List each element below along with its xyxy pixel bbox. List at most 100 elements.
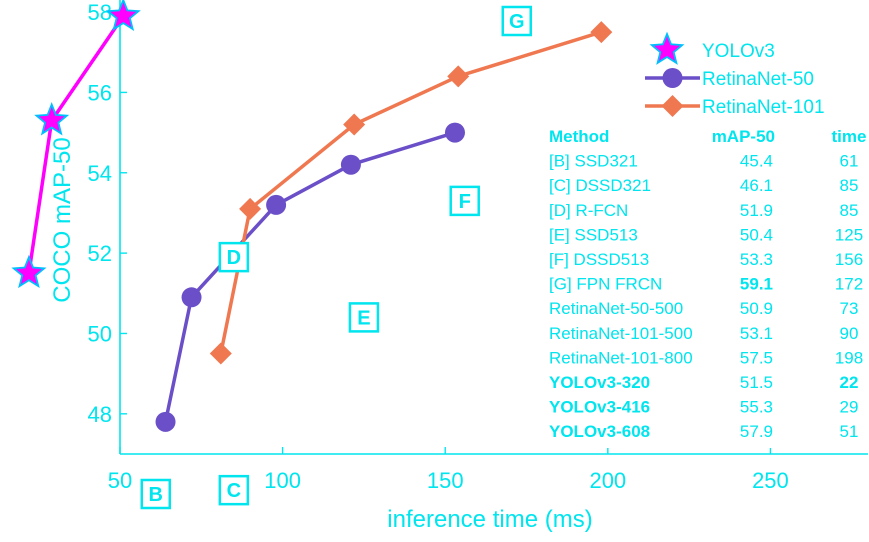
legend-marker-star	[649, 31, 685, 65]
table-row: [E] SSD513 50.4 125	[549, 225, 863, 244]
y-tick-label: 56	[88, 80, 112, 105]
table-cell-method: YOLOv3-320	[549, 373, 650, 392]
series-lines	[27, 15, 602, 423]
table-cell-time: 29	[840, 398, 859, 417]
marker-retinanet-50	[444, 122, 465, 143]
legend-item-retinanet-50: RetinaNet-50	[645, 68, 814, 90]
table-cell-time: 85	[840, 176, 859, 195]
method-label-box	[218, 474, 250, 506]
y-tick-label: 54	[88, 161, 112, 186]
table-cell-time: 90	[840, 324, 859, 343]
method-label-d: D	[218, 241, 250, 273]
marker-yolov3	[11, 254, 47, 289]
table-row: RetinaNet-101-800 57.5 198	[549, 348, 863, 367]
legend-item-retinanet-101: RetinaNet-101	[645, 95, 825, 118]
legend-label: RetinaNet-50	[702, 69, 814, 90]
table-cell-method: YOLOv3-416	[549, 398, 650, 417]
marker-retinanet-101	[590, 21, 613, 44]
results-table: Method mAP-50 time [B] SSD321 45.4 61 [C] DSSD…	[540, 124, 866, 448]
x-tick-label: 50	[108, 468, 132, 493]
marker-retinanet-50	[340, 154, 361, 175]
y-tick-label: 52	[88, 241, 112, 266]
table-cell-method: RetinaNet-101-800	[549, 348, 693, 367]
marker-retinanet-101	[209, 342, 232, 365]
table-background	[540, 124, 858, 448]
legend-label: RetinaNet-101	[702, 97, 825, 118]
x-tick-label: 250	[752, 468, 789, 493]
table-header-time: time	[832, 127, 867, 146]
marker-retinanet-50	[155, 411, 176, 432]
table-header-map: mAP-50	[712, 127, 775, 146]
x-tick-label: 150	[427, 468, 464, 493]
series-markers	[11, 0, 613, 432]
method-label-g: G	[501, 5, 533, 37]
table-cell-time: 51	[840, 422, 859, 441]
table-cell-method: [C] DSSD321	[549, 176, 651, 195]
table-cell-method: RetinaNet-50-500	[549, 299, 683, 318]
x-tick-label: 200	[589, 468, 626, 493]
method-label-text: G	[509, 11, 525, 33]
table-cell-map: 53.1	[740, 324, 773, 343]
table-row: YOLOv3-320 51.5 22	[549, 373, 858, 392]
method-label-box	[449, 185, 480, 217]
table-row: [G] FPN FRCN 59.1 172	[549, 275, 863, 294]
table-cell-map: 46.1	[740, 176, 773, 195]
table-row: [F] DSSD513 53.3 156	[549, 250, 863, 269]
legend: YOLOv3 RetinaNet-50 RetinaNet-101	[645, 31, 825, 118]
method-label-text: B	[149, 484, 163, 506]
table-row: [C] DSSD321 46.1 85	[549, 176, 858, 195]
method-label-box	[140, 478, 172, 510]
legend-marker-diamond	[661, 95, 684, 117]
table-cell-time: 125	[835, 225, 863, 244]
table-row: RetinaNet-101-500 53.1 90	[549, 324, 858, 343]
table-cell-map: 55.3	[740, 398, 773, 417]
table-cell-time: 198	[835, 348, 863, 367]
method-label-text: F	[459, 191, 471, 213]
table-cell-map: 45.4	[740, 152, 773, 171]
y-axis-title: COCO mAP-50	[49, 137, 76, 302]
marker-retinanet-101	[239, 197, 262, 220]
method-label-e: E	[348, 302, 380, 333]
table-cell-method: [B] SSD321	[549, 152, 638, 171]
marker-retinanet-101	[447, 65, 470, 88]
table-cell-map: 50.4	[740, 225, 773, 244]
y-tick-label: 58	[88, 0, 112, 25]
y-tick-label: 48	[88, 402, 112, 427]
series-line-yolov3	[27, 15, 125, 274]
table-cell-method: RetinaNet-101-500	[549, 324, 693, 343]
table-row: YOLOv3-416 55.3 29	[549, 398, 858, 417]
table-row: RetinaNet-50-500 50.9 73	[549, 299, 858, 318]
table-cell-map: 51.5	[740, 373, 773, 392]
table-cell-time: 85	[840, 201, 859, 220]
table-cell-time: 156	[835, 250, 863, 269]
marker-retinanet-101	[343, 113, 366, 136]
table-cell-time: 61	[840, 152, 859, 171]
axes: 50 100 150 200 250 48 50 52 54 56 58	[88, 0, 868, 493]
table-cell-map: 59.1	[740, 275, 773, 294]
legend-marker-circle	[662, 68, 683, 88]
x-axis-title: inference time (ms)	[387, 506, 592, 533]
method-labels: B C D E F G	[140, 5, 533, 510]
method-label-text: C	[227, 480, 241, 502]
table-row: [B] SSD321 45.4 61	[549, 152, 858, 171]
table-cell-map: 51.9	[740, 201, 773, 220]
marker-yolov3	[34, 102, 70, 136]
method-label-text: E	[357, 307, 370, 329]
method-label-f: F	[449, 185, 480, 217]
y-tick-label: 50	[88, 321, 112, 346]
x-tick-label: 100	[264, 468, 301, 493]
table-cell-map: 53.3	[740, 250, 773, 269]
method-label-box	[501, 5, 533, 37]
table-cell-method: [D] R-FCN	[549, 201, 628, 220]
table-header-method: Method	[549, 127, 609, 146]
table-row: YOLOv3-608 57.9 51	[549, 422, 858, 441]
method-label-box	[348, 302, 380, 333]
marker-retinanet-50	[266, 194, 287, 215]
legend-label: YOLOv3	[702, 41, 775, 62]
series-line-retinanet-50	[163, 130, 456, 423]
table-cell-map: 50.9	[740, 299, 773, 318]
table-cell-map: 57.9	[740, 422, 773, 441]
legend-item-yolov3: YOLOv3	[649, 31, 775, 65]
method-label-c: C	[218, 474, 250, 506]
